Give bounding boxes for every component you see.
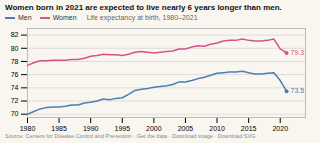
html-text:Source: Centers for Disease Co: Source: Centers for Disease Control and … bbox=[5, 132, 256, 139]
svg-text:1995: 1995 bbox=[114, 125, 130, 132]
svg-text:1990: 1990 bbox=[83, 125, 99, 132]
svg-text:80: 80 bbox=[11, 44, 19, 51]
html-text:Women born in 2021 are expecte: Women born in 2021 are expected to live … bbox=[5, 3, 282, 12]
svg-text:74: 74 bbox=[11, 84, 19, 91]
svg-text:2020: 2020 bbox=[272, 125, 288, 132]
svg-text:76: 76 bbox=[11, 70, 19, 77]
svg-text:70: 70 bbox=[11, 110, 19, 117]
svg-text:82: 82 bbox=[11, 31, 19, 38]
svg-text:73.5: 73.5 bbox=[291, 87, 305, 94]
svg-text:1980: 1980 bbox=[20, 125, 36, 132]
svg-text:2005: 2005 bbox=[178, 125, 194, 132]
svg-text:72: 72 bbox=[11, 97, 19, 104]
svg-text:2010: 2010 bbox=[209, 125, 225, 132]
html-text:Men: Men bbox=[18, 14, 32, 22]
svg-text:2015: 2015 bbox=[241, 125, 257, 132]
html-text:Life expectancy at birth, 1980: Life expectancy at birth, 1980–2021 bbox=[86, 14, 198, 22]
svg-text:1985: 1985 bbox=[51, 125, 67, 132]
html-text:Women: Women bbox=[52, 14, 77, 22]
svg-text:2000: 2000 bbox=[146, 125, 162, 132]
svg-text:79.3: 79.3 bbox=[291, 49, 305, 56]
svg-text:78: 78 bbox=[11, 57, 19, 64]
